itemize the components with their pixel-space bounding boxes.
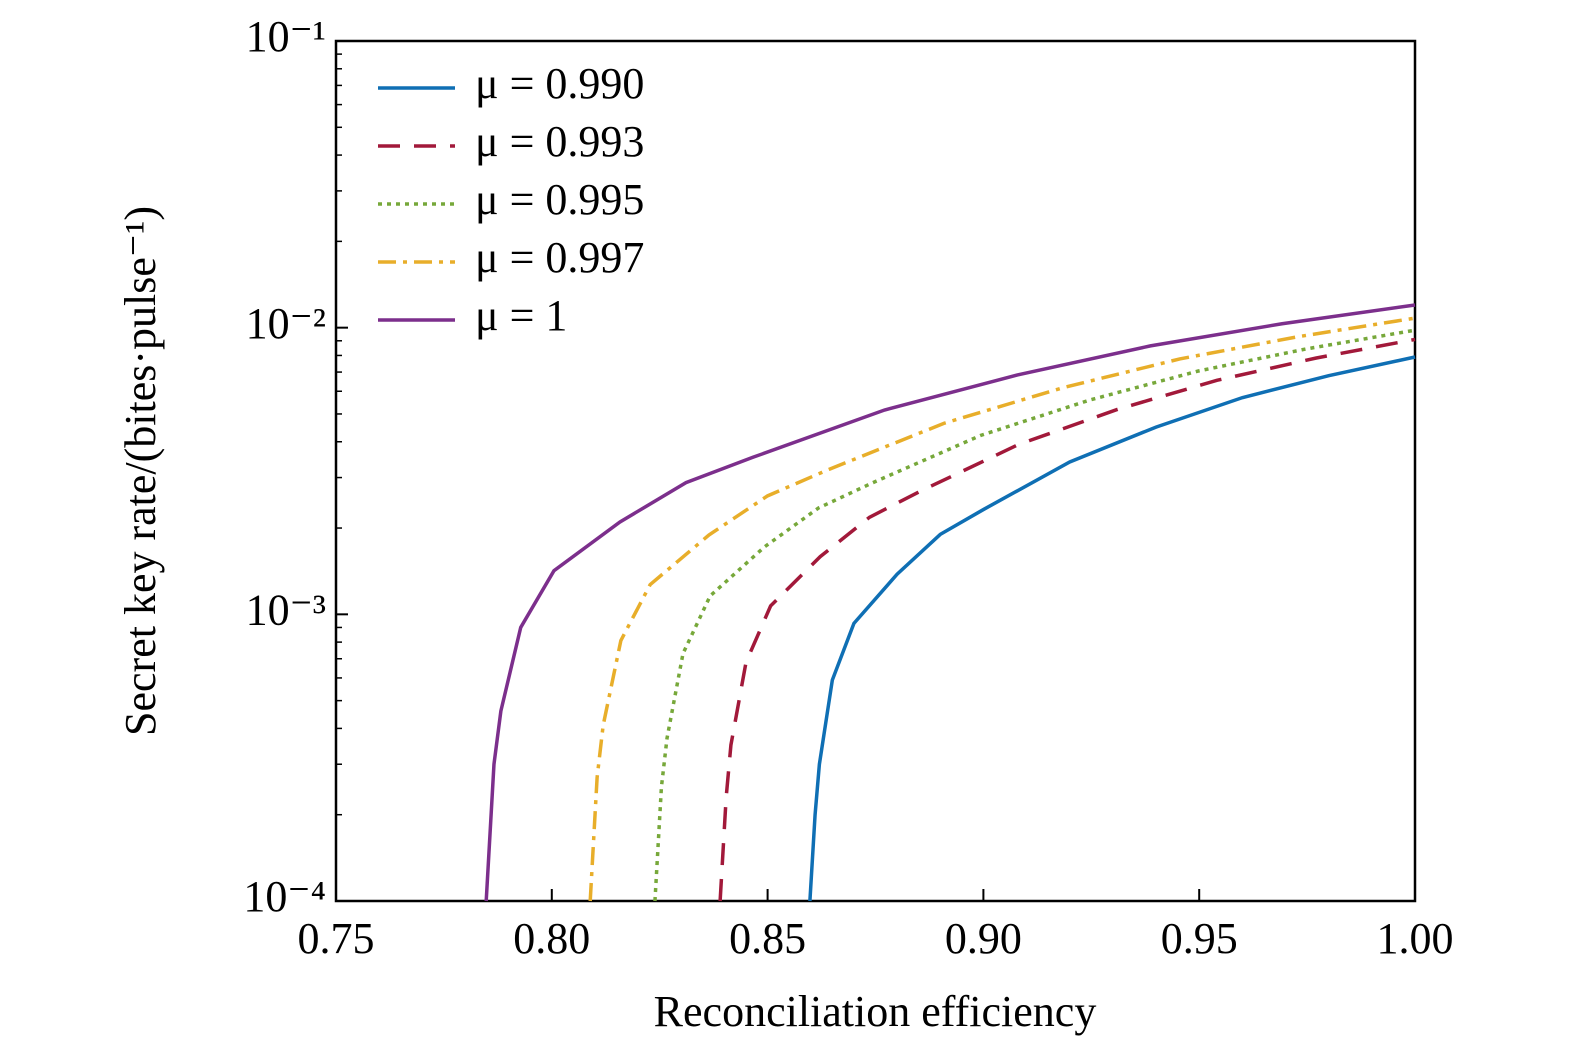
y-tick-label: 10⁻³: [246, 585, 326, 634]
series-line: [808, 355, 1416, 902]
series-line: [588, 316, 1416, 902]
y-axis-label: Secret key rate/(bites·pulse⁻¹): [116, 206, 165, 736]
y-tick-label: 10⁻²: [246, 299, 326, 348]
legend-label: μ = 0.995: [475, 175, 644, 224]
x-tick-label: 1.00: [1377, 914, 1454, 963]
legend-label: μ = 1: [475, 291, 567, 340]
x-tick-label: 0.80: [513, 914, 590, 963]
plot-frame: [334, 39, 1417, 903]
x-tick-label: 0.85: [729, 914, 806, 963]
x-tick-label: 0.75: [298, 914, 375, 963]
x-tick-label: 0.90: [945, 914, 1022, 963]
y-tick-label: 10⁻¹: [246, 12, 326, 61]
legend-label: μ = 0.990: [475, 59, 644, 108]
x-axis-label: Reconciliation efficiency: [654, 987, 1097, 1036]
series-line: [653, 328, 1416, 902]
x-tick-label: 0.95: [1161, 914, 1238, 963]
legend-label: μ = 0.993: [475, 117, 644, 166]
series-line: [484, 303, 1416, 902]
series-line: [718, 337, 1416, 902]
y-tick-label: 10⁻⁴: [243, 872, 326, 921]
legend-label: μ = 0.997: [475, 233, 644, 282]
